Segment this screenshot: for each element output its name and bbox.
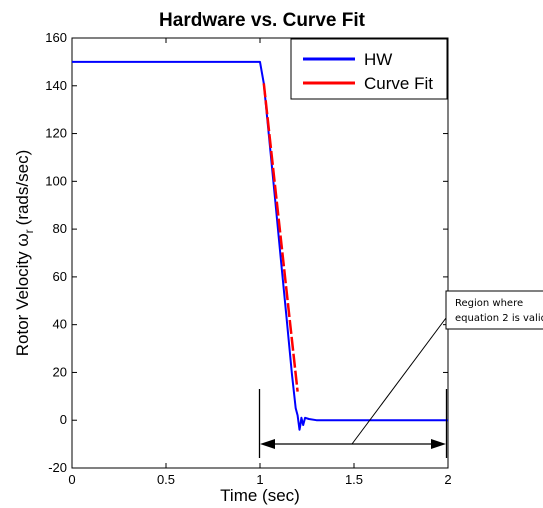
- series-line-curve-fit: [262, 83, 299, 392]
- y-tick-label: -20: [48, 460, 67, 475]
- callout-text-line-1: Region where: [455, 298, 523, 309]
- y-tick-label: 160: [45, 30, 67, 45]
- x-axis-label: Time (sec): [220, 486, 300, 505]
- legend-label-hw: HW: [364, 50, 392, 69]
- y-tick-label: 80: [53, 221, 67, 236]
- x-tick-label: 1.5: [345, 472, 363, 487]
- callout-text-line-2: equation 2 is valid: [455, 313, 543, 324]
- x-tick-label: 1: [256, 472, 263, 487]
- y-tick-label: 120: [45, 126, 67, 141]
- callout-box: [445, 290, 543, 330]
- region-arrow-left-head: [260, 439, 275, 449]
- y-tick-label: 60: [53, 269, 67, 284]
- region-annotation: Region where equation 2 is valid: [258, 290, 543, 458]
- x-tick-label: 2: [444, 472, 451, 487]
- y-tick-label: 0: [60, 412, 67, 427]
- legend-box: [290, 38, 448, 100]
- y-tick-label: 20: [53, 364, 67, 379]
- chart-title: Hardware vs. Curve Fit: [159, 10, 366, 31]
- y-tick-label: 40: [53, 317, 67, 332]
- y-tick-label: 140: [45, 78, 67, 93]
- callout-leader: [351, 317, 447, 445]
- y-axis-label-units: (rads/sec): [13, 150, 32, 226]
- x-axis-ticks: 0 0.5 1 1.5 2: [68, 38, 452, 487]
- legend-label-curve-fit: Curve Fit: [364, 74, 433, 93]
- region-arrow-right-head: [431, 439, 446, 449]
- y-tick-label: 100: [45, 173, 67, 188]
- y-axis-label-main: Rotor Velocity ω: [13, 233, 32, 356]
- y-axis-ticks: -20 0 20 40 60 80 100 120 140 160: [45, 30, 448, 475]
- legend: HW Curve Fit: [290, 38, 448, 100]
- x-tick-label: 0.5: [157, 472, 175, 487]
- y-axis-label: Rotor Velocity ωr (rads/sec): [13, 150, 36, 356]
- series-layer: [72, 60, 448, 431]
- y-axis-label-subscript: r: [22, 229, 36, 233]
- x-tick-label: 0: [68, 472, 75, 487]
